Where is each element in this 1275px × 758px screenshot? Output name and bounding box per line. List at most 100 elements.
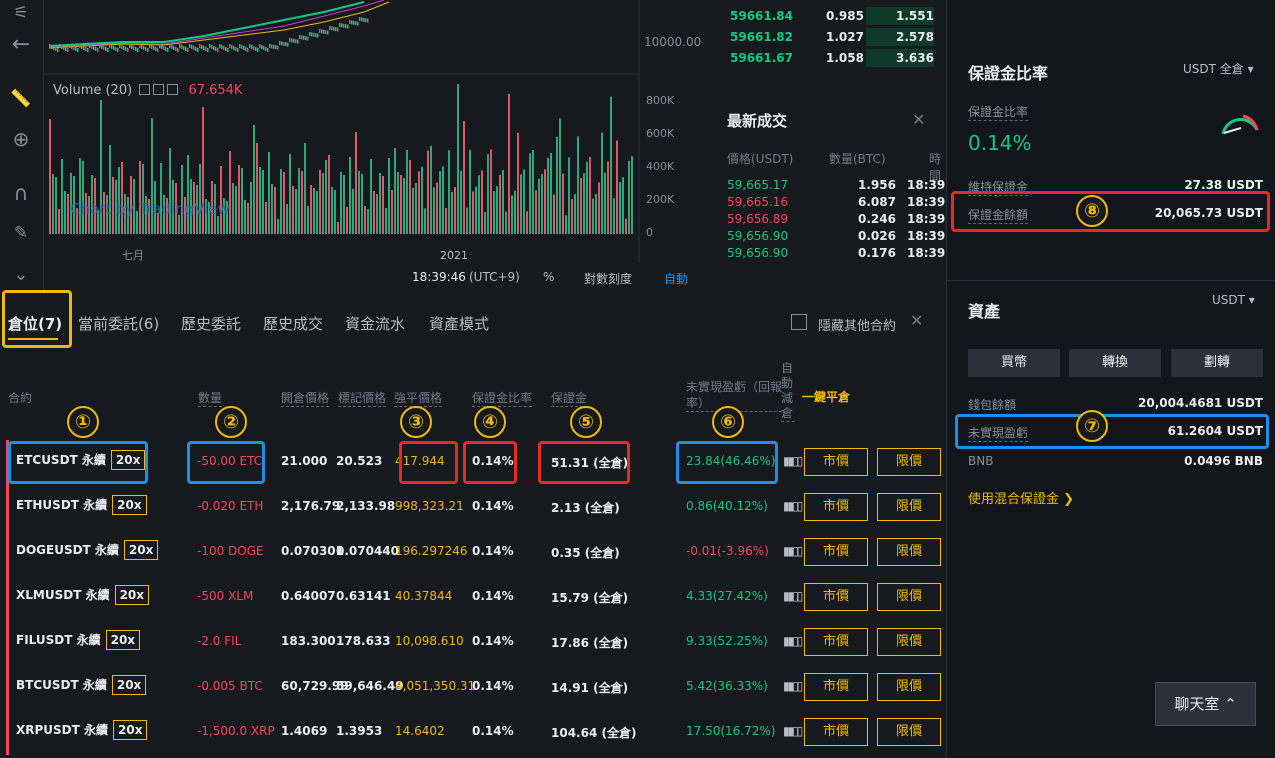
- adl-indicator-icon: ▮▮▯▯: [783, 544, 803, 558]
- highlight-symbol: [8, 441, 148, 484]
- tab-positions[interactable]: 倉位(7): [8, 315, 63, 333]
- position-row[interactable]: FILUSDT 永續 20x -2.0 FIL 183.300 178.633 10,09…: [0, 620, 946, 665]
- leverage-button[interactable]: 20x: [114, 585, 150, 605]
- leverage-button[interactable]: 20x: [123, 540, 159, 560]
- back-arrow-icon[interactable]: ←: [11, 32, 31, 57]
- close-icon[interactable]: ✕: [912, 110, 926, 129]
- limit-close-button[interactable]: 限價: [877, 628, 941, 656]
- volume-bar: [184, 197, 186, 234]
- chevron-down-icon[interactable]: ⌄: [13, 265, 29, 285]
- market-close-button[interactable]: 市價: [804, 673, 868, 701]
- tab-open-orders[interactable]: 當前委託(6): [78, 315, 160, 333]
- zoom-in-icon[interactable]: ⊕: [12, 127, 30, 151]
- volume-bar: [409, 160, 411, 234]
- close-all-button[interactable]: 一鍵平倉: [802, 390, 851, 404]
- limit-close-button[interactable]: 限價: [877, 538, 941, 566]
- close-icon[interactable]: [167, 84, 179, 95]
- volume-bar: [628, 161, 630, 234]
- candle: [243, 46, 245, 50]
- position-row[interactable]: BTCUSDT 永續 20x -0.005 BTC 60,729.99 59,646.4…: [0, 665, 946, 710]
- limit-close-button[interactable]: 限價: [877, 448, 941, 476]
- volume-bar: [163, 195, 165, 234]
- position-symbol[interactable]: BTCUSDT 永續 20x: [16, 675, 147, 695]
- highlight-quantity: [187, 441, 265, 484]
- market-close-button[interactable]: 市價: [804, 718, 868, 746]
- market-close-button[interactable]: 市價: [804, 493, 868, 521]
- candle: [207, 48, 209, 52]
- magnet-icon[interactable]: ∩: [13, 181, 29, 205]
- candle: [311, 32, 313, 37]
- position-row[interactable]: ETHUSDT 永續 20x -0.020 ETH 2,176.79 2,133.98 9…: [0, 485, 946, 530]
- position-row[interactable]: XLMUSDT 永續 20x -500 XLM 0.64007 0.63141 40.37…: [0, 575, 946, 620]
- marker-8: ⑧: [1076, 195, 1108, 227]
- market-close-button[interactable]: 市價: [804, 538, 868, 566]
- volume-bar: [298, 168, 300, 234]
- position-symbol[interactable]: ETHUSDT 永續 20x: [16, 495, 147, 515]
- position-symbol[interactable]: XLMUSDT 永續 20x: [16, 585, 150, 605]
- orderbook-row[interactable]: 59661.84 0.985 1.551: [730, 7, 934, 25]
- volume-bar: [115, 180, 117, 234]
- liq-price: 417.944: [395, 454, 445, 468]
- volume-bar: [52, 174, 54, 234]
- volume-bar: [553, 194, 555, 234]
- market-close-button[interactable]: 市價: [804, 628, 868, 656]
- close-icon[interactable]: ✕: [910, 311, 924, 330]
- unrealized-pnl-value: 61.2604 USDT: [1167, 424, 1263, 438]
- convert-button[interactable]: 轉換: [1069, 349, 1161, 377]
- market-close-button[interactable]: 市價: [804, 583, 868, 611]
- mark-price: 2,133.98: [336, 499, 396, 513]
- leverage-button[interactable]: 20x: [111, 675, 147, 695]
- volume-bar: [532, 150, 534, 234]
- tab-order-history[interactable]: 歷史委託: [181, 315, 242, 333]
- buy-crypto-button[interactable]: 買幣: [968, 349, 1060, 377]
- tab-asset-mode[interactable]: 資產模式: [429, 315, 490, 333]
- limit-close-button[interactable]: 限價: [877, 493, 941, 521]
- candle: [49, 44, 51, 48]
- mixed-margin-link[interactable]: 使用混合保證金 ❯: [968, 492, 1075, 507]
- candle: [123, 46, 125, 50]
- position-row[interactable]: XRPUSDT 永續 20x -1,500.0 XRP 1.4069 1.3953 14.…: [0, 710, 946, 755]
- market-close-button[interactable]: 市價: [804, 448, 868, 476]
- limit-close-button[interactable]: 限價: [877, 583, 941, 611]
- tab-trade-history[interactable]: 歷史成交: [263, 315, 324, 333]
- wallet-balance-label: 錢包餘額: [968, 398, 1017, 412]
- entry-price: 0.64007: [281, 589, 336, 603]
- ruler-icon[interactable]: 📏: [10, 89, 32, 109]
- position-symbol[interactable]: FILUSDT 永續 20x: [16, 630, 141, 650]
- chat-room-button[interactable]: 聊天室 ⌃: [1155, 682, 1256, 726]
- price-chart[interactable]: 10000.00 800K 600K 400K 200K 0 Volume (2…: [44, 0, 731, 292]
- volume-bar: [436, 182, 438, 234]
- leverage-button[interactable]: 20x: [105, 630, 141, 650]
- candle: [147, 48, 149, 52]
- chart-timezone[interactable]: (UTC+9): [469, 270, 520, 284]
- auto-scale-button[interactable]: 自動: [664, 272, 689, 286]
- limit-close-button[interactable]: 限價: [877, 718, 941, 746]
- tab-transactions[interactable]: 資金流水: [345, 315, 406, 333]
- settings-icon[interactable]: [153, 84, 165, 95]
- leverage-button[interactable]: 20x: [112, 495, 147, 515]
- leverage-button[interactable]: 20x: [113, 720, 148, 740]
- volume-bar: [226, 201, 228, 234]
- position-symbol[interactable]: XRPUSDT 永續 20x: [16, 720, 148, 740]
- position-row[interactable]: DOGEUSDT 永續 20x -100 DOGE 0.070301 0.070440 1…: [0, 530, 946, 575]
- leverage-button[interactable]: 20x: [110, 450, 146, 470]
- margin-mode-select[interactable]: USDT 全倉 ▾: [1183, 62, 1254, 76]
- position-symbol[interactable]: ETCUSDT 永續 20x: [16, 450, 146, 470]
- hide-other-checkbox[interactable]: [791, 314, 807, 330]
- sliders-icon[interactable]: ⚟: [13, 3, 29, 23]
- limit-close-button[interactable]: 限價: [877, 673, 941, 701]
- orderbook-row[interactable]: 59661.67 1.058 3.636: [730, 49, 934, 67]
- pencil-lock-icon[interactable]: ✎: [13, 223, 29, 243]
- orderbook-row[interactable]: 59661.82 1.027 2.578: [730, 28, 934, 46]
- volume-bar: [508, 93, 510, 234]
- transfer-button[interactable]: 劃轉: [1171, 349, 1263, 377]
- asset-currency-select[interactable]: USDT ▾: [1212, 293, 1255, 307]
- candle: [275, 45, 277, 50]
- log-scale-button[interactable]: 對數刻度: [584, 272, 633, 286]
- position-row[interactable]: ETCUSDT 永續 20x -50.00 ETC 21.000 20.523 417.9…: [0, 440, 946, 485]
- unrealized-pnl: 0.86(40.12%): [686, 499, 768, 513]
- col-entry-price: 開倉價格: [281, 391, 330, 407]
- eye-icon[interactable]: [139, 84, 151, 95]
- percent-scale-button[interactable]: %: [543, 270, 555, 284]
- position-symbol[interactable]: DOGEUSDT 永續 20x: [16, 540, 159, 560]
